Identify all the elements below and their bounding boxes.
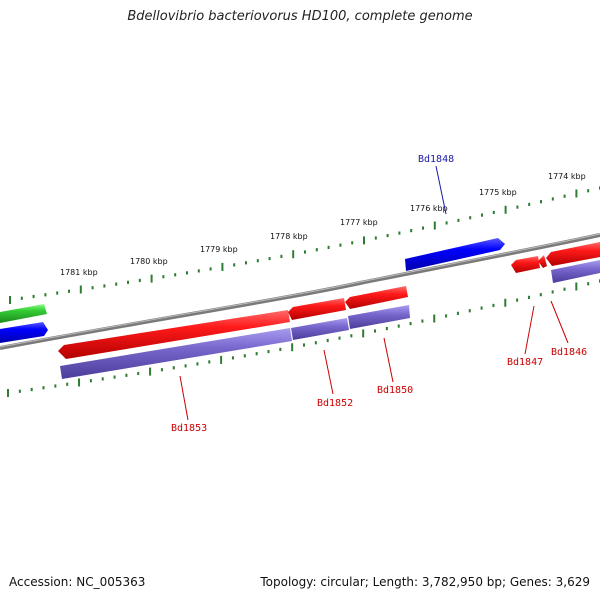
ruler-label: 1777 kbp — [340, 218, 378, 227]
leader-bd1852 — [323, 349, 334, 395]
gene-bd1852[interactable] — [288, 298, 346, 320]
cds-bd1853 — [60, 328, 292, 379]
ruler-label: 1774 kbp — [548, 172, 586, 181]
gene-forward-left[interactable] — [0, 322, 48, 343]
gene-label-bd1852[interactable]: Bd1852 — [317, 398, 353, 409]
cds-bd1852 — [291, 318, 349, 340]
genome-summary-text: Topology: circular; Length: 3,782,950 bp… — [260, 575, 590, 589]
leader-bd1848 — [435, 165, 447, 215]
gene-bd1850[interactable] — [345, 286, 408, 309]
gene-label-bd1846[interactable]: Bd1846 — [551, 347, 587, 358]
ruler-inner — [7, 279, 600, 397]
gene-bd1848[interactable] — [405, 238, 505, 271]
leader-bd1850 — [383, 337, 394, 383]
gene-bd1853[interactable] — [58, 310, 290, 359]
gene-label-bd1848[interactable]: Bd1848 — [418, 154, 454, 165]
genome-backbone — [0, 233, 600, 350]
cds-bd1846 — [551, 260, 600, 283]
cds-bd1850 — [348, 305, 410, 329]
leader-bd1847 — [524, 305, 535, 355]
ruler-labels: 1781 kbp 1780 kbp 1779 kbp 1778 kbp 1777… — [60, 172, 586, 277]
accession-text: Accession: NC_005363 — [9, 575, 146, 589]
ruler-label: 1779 kbp — [200, 245, 238, 254]
leader-bd1846 — [550, 300, 569, 344]
gene-label-bd1847[interactable]: Bd1847 — [507, 357, 543, 368]
ruler-label: 1781 kbp — [60, 268, 98, 277]
genome-backbone-highlight — [0, 233, 600, 348]
ruler-label: 1775 kbp — [479, 188, 517, 197]
ruler-outer — [9, 186, 600, 304]
feature-green — [0, 304, 47, 323]
gene-bd1846[interactable] — [546, 242, 600, 266]
gene-label-bd1850[interactable]: Bd1850 — [377, 385, 413, 396]
gene-bd1847-fragment — [538, 255, 547, 268]
gene-label-bd1853[interactable]: Bd1853 — [171, 423, 207, 434]
genome-title: Bdellovibrio bacteriovorus HD100, comple… — [127, 9, 473, 24]
ruler-label: 1778 kbp — [270, 232, 308, 241]
gene-bd1847[interactable] — [511, 256, 540, 273]
ruler-label: 1780 kbp — [130, 257, 168, 266]
leader-bd1853 — [179, 375, 189, 421]
ruler-label: 1776 kbp — [410, 204, 448, 213]
